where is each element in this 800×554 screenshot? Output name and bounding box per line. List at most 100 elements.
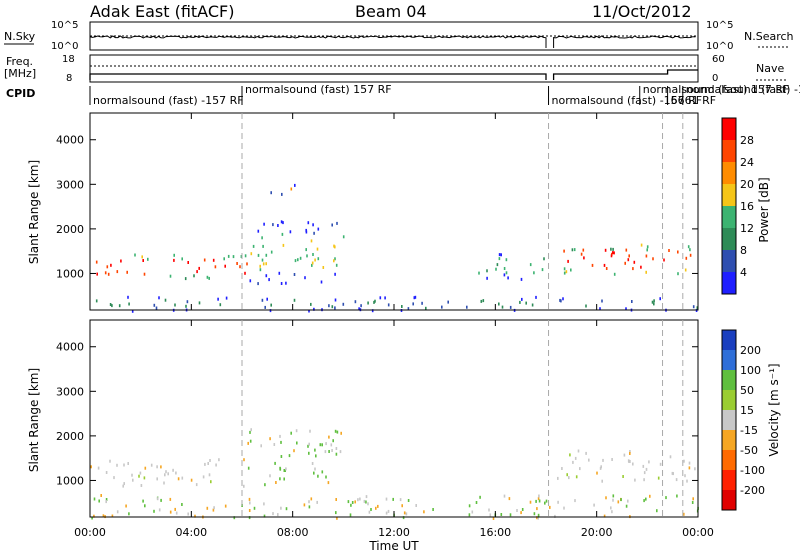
power-colorbar-tick: 8: [740, 244, 747, 257]
rti-cell: [280, 440, 282, 444]
nsearch-tick-bottom: 10^0: [706, 41, 733, 52]
rti-cell: [580, 252, 583, 256]
cpid-entry: normalsound (fast) -157 RF: [552, 94, 703, 107]
rti-cell: [272, 512, 274, 516]
rti-cell: [316, 247, 319, 251]
rti-cell: [653, 302, 655, 306]
rti-cell: [585, 451, 587, 455]
rti-cell: [263, 514, 266, 518]
nave-tick-bottom: 0: [712, 73, 718, 84]
rti-cell: [213, 506, 215, 510]
rti-cell: [217, 297, 219, 301]
rti-cell: [264, 483, 266, 487]
rti-cell: [289, 230, 292, 234]
rti-cell: [113, 476, 115, 480]
rti-cell: [537, 497, 540, 501]
rti-cell: [153, 509, 155, 513]
rti-cell: [492, 517, 495, 520]
rti-cell: [181, 476, 184, 480]
rti-cell: [612, 498, 614, 502]
rti-cell: [314, 448, 316, 452]
rti-cell: [90, 465, 92, 469]
rti-cell: [314, 258, 316, 262]
rti-cell: [285, 467, 287, 471]
rti-cell: [208, 276, 210, 280]
rti-cell: [261, 258, 264, 262]
time-tick-label: 08:00: [277, 526, 309, 539]
rti-cell: [111, 514, 114, 518]
rti-cell: [627, 459, 630, 463]
rti-cell: [109, 459, 111, 463]
rti-cell: [627, 258, 630, 262]
y-tick-label: 3000: [56, 178, 84, 191]
rti-cell: [308, 500, 310, 504]
velocity-colorbar-tick: 50: [740, 384, 754, 397]
time-axis-label: Time UT: [368, 539, 419, 553]
rti-cell: [531, 303, 534, 307]
rti-cell: [610, 254, 613, 258]
rti-cell: [336, 430, 339, 434]
rti-cell: [104, 271, 107, 275]
rti-cell: [537, 513, 540, 517]
rti-cell: [263, 222, 265, 226]
rti-cell: [659, 297, 661, 301]
rti-cell: [132, 478, 134, 482]
rti-cell: [212, 508, 215, 512]
rti-cell: [91, 516, 93, 520]
rti-cell: [306, 254, 308, 258]
rti-cell: [520, 511, 522, 515]
rti-cell: [471, 510, 474, 514]
rti-cell: [610, 506, 612, 510]
rti-cell: [307, 221, 310, 225]
rti-cell: [577, 449, 580, 453]
rti-cell: [568, 476, 570, 480]
rti-cell: [559, 298, 561, 302]
rti-cell: [331, 305, 334, 309]
rti-cell: [227, 254, 230, 258]
cpid-entry: 6661 RF: [671, 94, 716, 107]
rti-cell: [645, 497, 647, 501]
rti-cell: [646, 248, 648, 252]
freq-tick-bottom: 8: [66, 73, 72, 84]
rti-cell: [116, 510, 119, 514]
rti-cell: [632, 267, 634, 271]
rti-cell: [686, 479, 688, 483]
rti-cell: [331, 223, 333, 227]
power-colorbar-tick: 4: [740, 266, 747, 279]
rti-cell: [270, 191, 272, 195]
cpid-entry: normalsound (fast) -157 RF: [93, 94, 244, 107]
rti-cell: [612, 494, 615, 498]
rti-cell: [174, 303, 176, 307]
rti-cell: [288, 454, 291, 458]
rti-cell: [575, 475, 578, 479]
rti-cell: [479, 495, 481, 499]
rti-cell: [687, 245, 690, 249]
rti-cell: [116, 463, 118, 467]
rti-cell: [683, 459, 685, 463]
rti-cell: [603, 263, 606, 267]
rti-cell: [283, 477, 285, 481]
velocity-colorbar-segment: [722, 430, 736, 450]
rti-cell: [401, 504, 403, 508]
velocity-ylabel: Slant Range [km]: [27, 368, 41, 472]
rti-cell: [629, 452, 631, 455]
rti-cell: [174, 507, 176, 511]
rti-cell: [684, 474, 686, 478]
rti-cell: [312, 223, 314, 227]
rti-cell: [354, 300, 357, 304]
velocity-colorbar-tick: 15: [740, 404, 754, 417]
rti-cell: [561, 467, 563, 470]
nave-tick-top: 60: [712, 54, 725, 65]
rti-cell: [689, 253, 692, 257]
rti-cell: [198, 301, 201, 305]
rti-cell: [610, 247, 612, 251]
rti-cell: [252, 244, 255, 248]
y-tick-label: 3000: [56, 385, 84, 398]
rti-cell: [265, 274, 268, 278]
rti-cell: [677, 250, 679, 254]
rti-cell: [340, 431, 342, 435]
rti-cell: [327, 481, 330, 485]
rti-cell: [215, 463, 217, 467]
rti-cell: [279, 477, 281, 481]
rti-cell: [143, 272, 146, 276]
